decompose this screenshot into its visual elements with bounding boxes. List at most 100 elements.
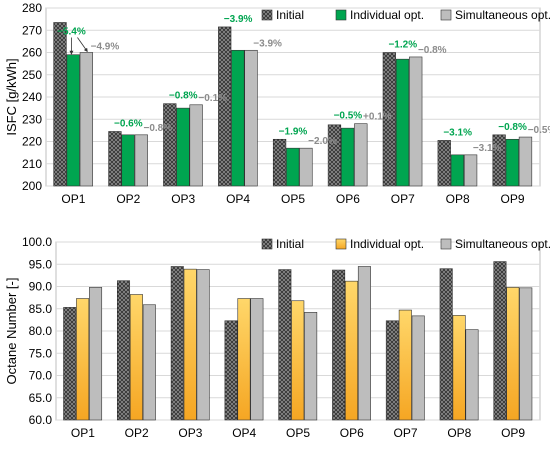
x-tick-label: OP9 bbox=[501, 192, 525, 206]
y-tick-label: 280 bbox=[22, 1, 42, 15]
annotation-simultaneous: −0.5% bbox=[528, 125, 550, 136]
bar-initial-op8 bbox=[439, 268, 453, 421]
annotation-simultaneous: −3.1% bbox=[473, 143, 502, 154]
bar-simultaneous-opt--op8 bbox=[463, 154, 478, 187]
y-tick-label: 80.0 bbox=[29, 324, 53, 338]
chart-panel-1: 200 210 220 230 240 250 260 270 280 ISFC [g/kWh] O… bbox=[4, 1, 550, 206]
bar-individual-opt--op2 bbox=[121, 134, 135, 187]
bar-initial-op2 bbox=[108, 131, 122, 187]
x-tick-label: OP3 bbox=[171, 192, 195, 206]
bar-initial-op9 bbox=[492, 134, 506, 187]
annotation-individual: −3.9% bbox=[224, 14, 253, 25]
bar-individual-opt--op7 bbox=[398, 309, 412, 421]
bar-individual-opt--op2 bbox=[129, 294, 143, 421]
bar-simultaneous-opt--op7 bbox=[411, 315, 425, 421]
y-tick-label: 240 bbox=[22, 90, 42, 104]
annotation-simultaneous: +0.1% bbox=[363, 112, 392, 123]
annotation-simultaneous: −0.1% bbox=[198, 93, 227, 104]
y-tick-label: 100.0 bbox=[22, 235, 52, 249]
x-tick-label: OP1 bbox=[61, 192, 85, 206]
bar-individual-opt--op6 bbox=[345, 280, 359, 421]
bar-individual-opt--op8 bbox=[452, 315, 466, 421]
annotation-simultaneous: −4.9% bbox=[91, 41, 120, 52]
x-tick-label: OP1 bbox=[71, 426, 95, 440]
bar-initial-op5 bbox=[272, 138, 287, 187]
bar-simultaneous-opt--op3 bbox=[189, 104, 203, 187]
legend-label: Initial bbox=[276, 237, 304, 251]
x-tick-label: OP9 bbox=[501, 426, 525, 440]
x-tick-label: OP8 bbox=[446, 192, 470, 206]
bar-simultaneous-opt--op2 bbox=[142, 304, 156, 421]
x-tick-label: OP6 bbox=[336, 192, 360, 206]
bar-simultaneous-opt--op6 bbox=[354, 123, 368, 187]
annotation-individual: −1.2% bbox=[388, 40, 417, 51]
annotation-arrow bbox=[77, 37, 88, 53]
bar-simultaneous-opt--op9 bbox=[519, 287, 533, 421]
annotation-simultaneous: −0.8% bbox=[144, 123, 173, 134]
x-tick-label: OP5 bbox=[286, 426, 310, 440]
bar-simultaneous-opt--op8 bbox=[465, 329, 479, 421]
y-tick-label: 65.0 bbox=[29, 391, 53, 405]
annotation-individual: −5.4% bbox=[57, 26, 86, 37]
bar-initial-op6 bbox=[332, 269, 346, 421]
bar-simultaneous-opt--op9 bbox=[518, 136, 533, 187]
y-axis-title: ISFC [g/kWh] bbox=[4, 58, 19, 135]
x-tick-label: OP7 bbox=[391, 192, 415, 206]
annotation-individual: −0.5% bbox=[334, 111, 363, 122]
bar-initial-op9 bbox=[493, 261, 507, 421]
y-tick-label: 210 bbox=[22, 157, 42, 171]
bar-individual-opt--op4 bbox=[237, 298, 251, 421]
bar-initial-op8 bbox=[437, 140, 451, 187]
y-tick-label: 250 bbox=[22, 68, 42, 82]
bar-initial-op1 bbox=[63, 307, 77, 421]
bar-initial-op7 bbox=[382, 52, 396, 187]
bar-individual-opt--op9 bbox=[506, 287, 520, 421]
bar-individual-opt--op1 bbox=[76, 298, 90, 421]
legend-label: Individual opt. bbox=[350, 237, 424, 251]
y-tick-label: 85.0 bbox=[29, 302, 53, 316]
bar-individual-opt--op1 bbox=[66, 54, 80, 187]
x-tick-label: OP8 bbox=[447, 426, 471, 440]
x-tick-label: OP4 bbox=[226, 192, 250, 206]
bar-individual-opt--op9 bbox=[505, 138, 519, 187]
bar-initial-op4 bbox=[218, 26, 232, 187]
annotation-simultaneous: −3.9% bbox=[253, 38, 282, 49]
legend-label: Initial bbox=[276, 8, 304, 22]
x-tick-label: OP7 bbox=[394, 426, 418, 440]
annotation-simultaneous: −2.0% bbox=[308, 136, 337, 147]
y-tick-label: 90.0 bbox=[29, 280, 53, 294]
x-tick-label: OP2 bbox=[125, 426, 149, 440]
y-tick-label: 60.0 bbox=[29, 413, 53, 427]
bar-individual-opt--op6 bbox=[341, 127, 355, 187]
bar-initial-op7 bbox=[385, 320, 399, 421]
y-tick-label: 220 bbox=[22, 135, 42, 149]
annotation-simultaneous: −0.8% bbox=[418, 45, 447, 56]
bar-simultaneous-opt--op7 bbox=[409, 56, 423, 187]
bar-simultaneous-opt--op2 bbox=[134, 134, 148, 187]
bar-individual-opt--op4 bbox=[231, 49, 245, 187]
annotation-individual: −1.9% bbox=[279, 126, 308, 137]
bar-individual-opt--op3 bbox=[176, 107, 190, 187]
legend: Initial Individual opt. Simultaneous opt. bbox=[261, 8, 550, 22]
legend-label: Simultaneous opt. bbox=[455, 8, 550, 22]
annotation-individual: −0.6% bbox=[114, 118, 143, 129]
bar-individual-opt--op3 bbox=[183, 268, 197, 421]
legend-label: Simultaneous opt. bbox=[455, 237, 550, 251]
bar-initial-op5 bbox=[278, 269, 292, 421]
chart-panel-2: 60.0 65.0 70.0 75.0 80.0 85.0 90.0 95.0 100.0 Oct… bbox=[4, 235, 550, 440]
bar-individual-opt--op8 bbox=[450, 154, 465, 187]
bar-individual-opt--op5 bbox=[286, 147, 300, 187]
legend-swatch bbox=[335, 9, 347, 21]
bar-initial-op3 bbox=[170, 266, 184, 421]
y-axis-title: Octane Number [-] bbox=[4, 278, 19, 385]
x-tick-label: OP3 bbox=[178, 426, 202, 440]
legend: Initial Individual opt. Simultaneous opt. bbox=[261, 237, 550, 251]
bar-individual-opt--op7 bbox=[395, 58, 410, 187]
legend-swatch bbox=[261, 238, 273, 250]
y-tick-label: 70.0 bbox=[29, 369, 53, 383]
x-tick-label: OP4 bbox=[232, 426, 256, 440]
bar-initial-op3 bbox=[163, 103, 177, 187]
annotation-individual: −0.8% bbox=[498, 122, 527, 133]
bar-simultaneous-opt--op5 bbox=[299, 147, 313, 187]
